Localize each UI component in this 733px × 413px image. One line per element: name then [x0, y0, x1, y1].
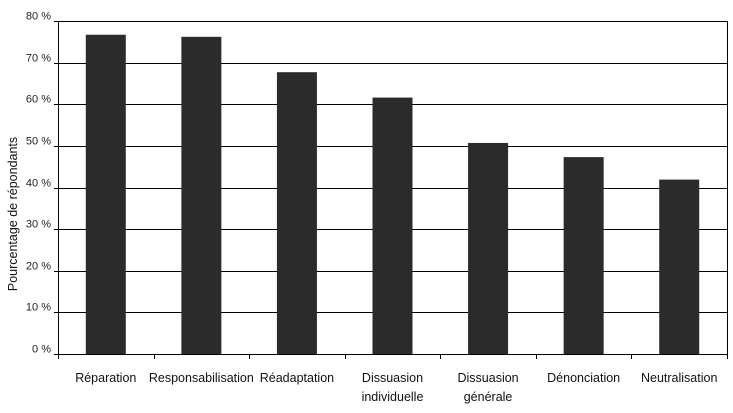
category-label: Dissuasion générale	[458, 371, 519, 404]
bar	[659, 179, 700, 354]
category-label: Responsabilisation	[149, 371, 254, 385]
bar	[276, 72, 317, 354]
y-axis-label: Pourcentage de répondants	[6, 137, 20, 291]
category-label: Dissuasion individuelle	[362, 371, 424, 404]
bar	[468, 142, 509, 354]
category-label-line: Dissuasion	[362, 371, 423, 385]
category-label: Neutralisation	[641, 371, 717, 385]
category-label-line: générale	[464, 390, 513, 404]
category-label-line: individuelle	[362, 390, 424, 404]
category-label-line: Dénonciation	[547, 371, 620, 385]
y-tick-label: 40 %	[26, 178, 51, 190]
y-tick-label: 0 %	[32, 344, 51, 356]
bar	[563, 157, 604, 354]
category-label-line: Réparation	[75, 371, 136, 385]
bar	[372, 97, 413, 354]
category-label-line: Neutralisation	[641, 371, 717, 385]
x-axis	[58, 354, 728, 359]
category-label: Réparation	[75, 371, 136, 385]
y-tick-label: 70 %	[26, 53, 51, 65]
category-label: Dénonciation	[547, 371, 620, 385]
y-tick-label: 60 %	[26, 94, 51, 106]
category-label-line: Dissuasion	[458, 371, 519, 385]
y-tick-label: 30 %	[26, 219, 51, 231]
category-label-line: Responsabilisation	[149, 371, 254, 385]
bar	[181, 36, 222, 354]
y-axis-tick-labels: 0 % 10 % 20 % 30 % 40 % 50 % 60 % 70 % 80 %	[26, 11, 51, 356]
bars	[85, 34, 700, 355]
y-tick-label: 80 %	[26, 11, 51, 23]
bar	[85, 34, 126, 355]
y-tick-label: 20 %	[26, 261, 51, 273]
x-axis-category-labels: Réparation Responsabilisation Réadaptation…	[75, 371, 717, 404]
y-tick-label: 10 %	[26, 302, 51, 314]
category-label-line: Réadaptation	[260, 371, 334, 385]
y-tick-label: 50 %	[26, 136, 51, 148]
category-label: Réadaptation	[260, 371, 334, 385]
